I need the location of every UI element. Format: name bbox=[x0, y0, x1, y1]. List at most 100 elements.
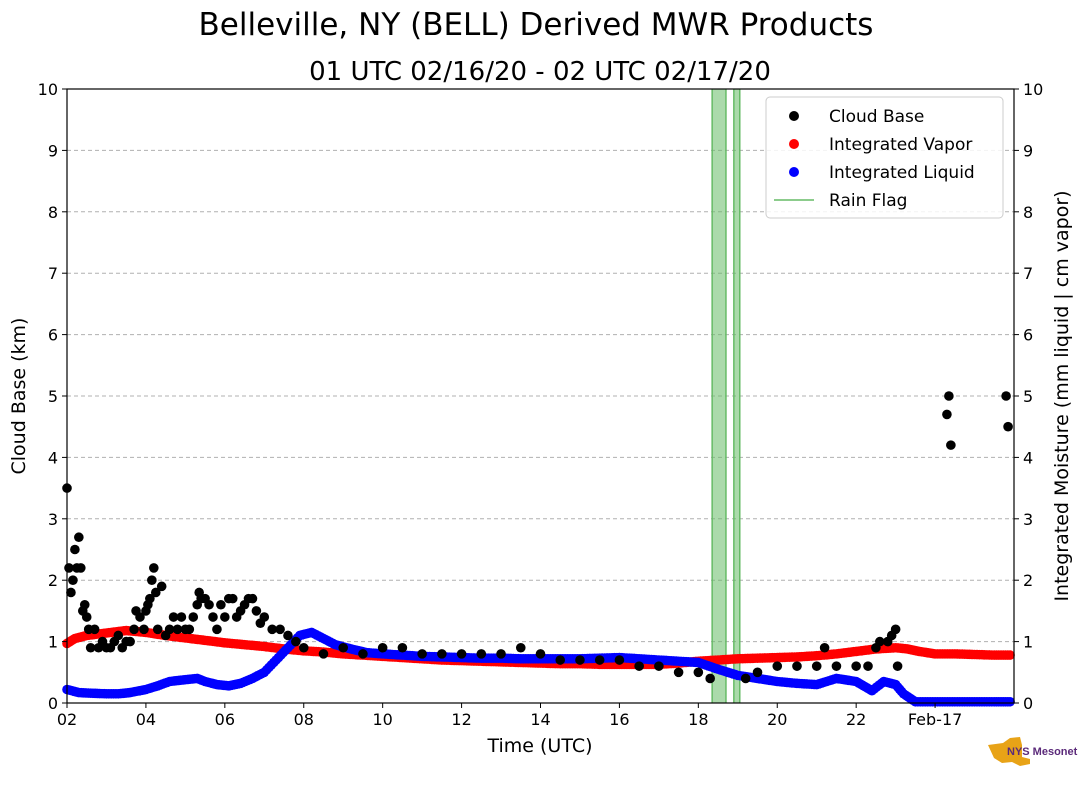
cloud-base-point bbox=[740, 673, 751, 684]
y-tick-right-label: 2 bbox=[1023, 571, 1033, 590]
cloud-base-point bbox=[212, 624, 222, 635]
y-tick-right-label: 4 bbox=[1023, 448, 1033, 467]
y-tick-left-label: 9 bbox=[48, 141, 58, 160]
cloud-base-point bbox=[188, 612, 199, 622]
y-tick-right-label: 9 bbox=[1023, 141, 1033, 160]
cloud-base-point bbox=[139, 624, 149, 635]
y-tick-left-label: 4 bbox=[48, 448, 58, 467]
x-tick-label: 14 bbox=[530, 710, 550, 729]
cloud-base-point bbox=[1001, 391, 1011, 401]
x-tick-label: 16 bbox=[609, 710, 629, 729]
cloud-base-point bbox=[204, 599, 214, 610]
rain-flag-band-0 bbox=[712, 89, 726, 703]
cloud-base-point bbox=[81, 612, 92, 622]
x-tick-label: 02 bbox=[57, 710, 77, 729]
x-tick-label: 08 bbox=[294, 710, 314, 729]
cloud-base-point bbox=[68, 575, 78, 585]
cloud-base-point bbox=[216, 599, 226, 610]
cloud-base-point bbox=[338, 642, 349, 653]
x-tick-label: 06 bbox=[215, 710, 235, 729]
cloud-base-point bbox=[291, 636, 301, 647]
cloud-base-point bbox=[129, 624, 139, 635]
cloud-base-point bbox=[942, 409, 952, 420]
cloud-base-point bbox=[66, 587, 76, 598]
cloud-base-point bbox=[875, 636, 885, 647]
grid-layer bbox=[67, 149, 1014, 643]
cloud-base-point bbox=[654, 661, 664, 671]
logo-text: NYS Mesonet bbox=[1007, 746, 1078, 758]
y-tick-right-label: 7 bbox=[1023, 264, 1033, 283]
cloud-base-point bbox=[168, 612, 179, 622]
cloud-base-point bbox=[176, 612, 187, 622]
cloud-base-point bbox=[125, 636, 135, 647]
y-tick-left-label: 5 bbox=[48, 387, 58, 406]
cloud-base-point bbox=[594, 655, 605, 665]
cloud-base-point bbox=[298, 642, 309, 653]
cloud-base-point bbox=[456, 649, 467, 659]
x-axis-label: Time (UTC) bbox=[486, 735, 592, 757]
y-tick-right-label: 10 bbox=[1023, 80, 1043, 99]
rain-flag-band-1 bbox=[733, 89, 740, 703]
y-tick-left-label: 0 bbox=[48, 694, 58, 713]
cloud-base-point bbox=[70, 544, 80, 555]
y-tick-right-label: 3 bbox=[1023, 510, 1033, 529]
cloud-base-point bbox=[555, 655, 566, 665]
cloud-base-point bbox=[705, 673, 715, 684]
cloud-base-point bbox=[358, 649, 368, 659]
cloud-base-point bbox=[614, 655, 625, 665]
cloud-base-series bbox=[62, 391, 1013, 684]
cloud-base-point bbox=[772, 661, 783, 671]
y-tick-left-label: 2 bbox=[48, 571, 58, 590]
cloud-base-point bbox=[863, 661, 873, 671]
cloud-base-point bbox=[437, 649, 447, 659]
cloud-base-point bbox=[831, 661, 842, 671]
cloud-base-point bbox=[1003, 421, 1013, 432]
y-axis-right-label: Integrated Moisture (mm liquid | cm vapo… bbox=[1051, 190, 1073, 601]
cloud-base-point bbox=[946, 440, 956, 450]
y-axis-left-label: Cloud Base (km) bbox=[8, 318, 30, 475]
cloud-base-point bbox=[74, 532, 84, 543]
cloud-base-point bbox=[85, 642, 96, 653]
cloud-base-point bbox=[851, 661, 861, 671]
legend-integrated-vapor-label: Integrated Vapor bbox=[829, 135, 972, 155]
x-tick-label: 04 bbox=[136, 710, 156, 729]
cloud-base-point bbox=[208, 612, 218, 622]
cloud-base-point bbox=[259, 612, 270, 622]
cloud-base-point bbox=[397, 642, 408, 653]
cloud-base-point bbox=[113, 630, 124, 641]
nys-mesonet-logo: NYS Mesonet bbox=[988, 737, 1078, 766]
cloud-base-point bbox=[515, 642, 526, 653]
cloud-base-point bbox=[152, 624, 163, 635]
cloud-base-point bbox=[267, 624, 277, 635]
cloud-base-point bbox=[172, 624, 183, 635]
cloud-base-point bbox=[89, 624, 100, 635]
cloud-base-point bbox=[944, 391, 954, 401]
cloud-base-point bbox=[150, 587, 161, 598]
cloud-base-point bbox=[634, 661, 644, 671]
y-tick-right-label: 6 bbox=[1023, 326, 1033, 345]
cloud-base-point bbox=[892, 661, 903, 671]
cloud-base-point bbox=[819, 642, 830, 653]
cloud-base-point bbox=[283, 630, 293, 641]
x-tick-label: 10 bbox=[372, 710, 392, 729]
rain-flag-layer bbox=[711, 89, 741, 703]
cloud-base-point bbox=[792, 661, 802, 671]
cloud-base-point bbox=[184, 624, 195, 635]
cloud-base-point bbox=[149, 563, 159, 573]
cloud-base-point bbox=[147, 575, 157, 585]
ny-state-shape-icon bbox=[988, 737, 1030, 766]
y-tick-left-label: 1 bbox=[48, 633, 58, 652]
cloud-base-point bbox=[164, 624, 175, 635]
cloud-base-point bbox=[275, 624, 285, 635]
legend: Cloud Base Integrated Vapor Integrated L… bbox=[765, 96, 1004, 219]
cloud-base-point bbox=[496, 649, 506, 659]
x-tick-label: 22 bbox=[846, 710, 866, 729]
legend-integrated-liquid-label: Integrated Liquid bbox=[829, 163, 975, 183]
cloud-base-point bbox=[318, 649, 329, 659]
cloud-base-point bbox=[135, 612, 145, 622]
cloud-base-point bbox=[251, 606, 262, 616]
chart-subtitle: 01 UTC 02/16/20 - 02 UTC 02/17/20 bbox=[309, 57, 771, 87]
cloud-base-point bbox=[247, 593, 258, 604]
y-tick-right-label: 5 bbox=[1023, 387, 1033, 406]
